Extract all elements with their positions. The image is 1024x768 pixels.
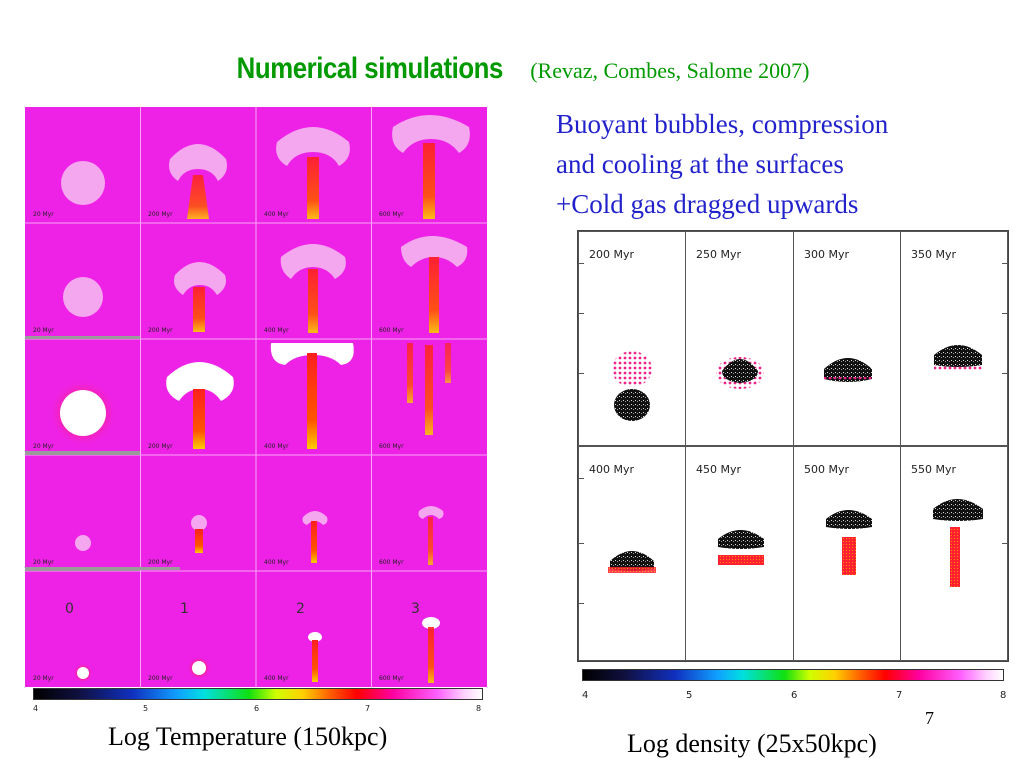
tile-row2-col2: 200 Myr [140,223,256,339]
tile-row5-col4: 3 600 Myr [371,571,487,687]
temperature-colorbar [33,688,483,700]
tile-index-label: 0 [65,601,74,617]
tile-index-label: 3 [411,601,420,617]
temperature-simulation-grid: 20 Myr 200 Myr 400 Myr 600 Myr 20 Myr 20… [25,107,487,687]
colorbar-tick: 4 [582,690,589,701]
description-line-1: Buoyant bubbles, compression [556,109,889,139]
title-main: Numerical simulations [236,52,503,85]
density-panel-6: 450 Myr [685,446,795,661]
colorbar-tick: 5 [143,704,149,713]
density-panel-label: 200 Myr [589,248,635,261]
density-colorbar [582,669,1004,681]
colorbar-tick: 8 [476,704,482,713]
description-text: Buoyant bubbles, compression and cooling… [556,104,888,224]
tile-row3-col1: 20 Myr [25,339,140,455]
tile-row2-col3: 400 Myr [256,223,371,339]
tile-time: 400 Myr [264,443,289,450]
colorbar-tick: 8 [1000,690,1007,701]
density-panel-label: 250 Myr [696,248,742,261]
tile-row5-col1: 0 20 Myr [25,571,140,687]
colorbar-tick: 7 [365,704,371,713]
tile-row2-col1: 20 Myr [25,223,140,339]
tile-index-label: 2 [296,601,305,617]
tile-time: 600 Myr [379,211,404,218]
colorbar-tick: 6 [254,704,260,713]
tile-row1-col3: 400 Myr [256,107,371,223]
tile-row1-col2: 200 Myr [140,107,256,223]
tile-row1-col4: 600 Myr [371,107,487,223]
tile-row1-col1: 20 Myr [25,107,140,223]
density-blobs-image [608,345,983,587]
tile-time: 200 Myr [148,559,173,566]
page-number: 7 [925,708,934,728]
tile-row5-col2: 1 200 Myr [140,571,256,687]
temperature-grid-image [25,107,487,687]
tile-index-label: 1 [180,601,189,617]
density-panel-label: 400 Myr [589,463,635,476]
tile-time: 200 Myr [148,211,173,218]
density-panel-label: 550 Myr [911,463,957,476]
tile-row2-col4: 600 Myr [371,223,487,339]
tile-time: 200 Myr [148,327,173,334]
colorbar-tick: 7 [896,690,903,701]
density-panel-label: 500 Myr [804,463,850,476]
tile-time: 200 Myr [148,675,173,682]
density-panel-2: 250 Myr [685,231,795,446]
slide-title: Numerical simulations (Revaz, Combes, Sa… [0,52,1024,86]
tile-time: 600 Myr [379,559,404,566]
density-simulation-grid: 200 Myr 250 Myr 300 Myr 350 Myr 400 Myr … [577,230,1009,662]
tile-time: 400 Myr [264,211,289,218]
left-caption: Log Temperature (150kpc) [108,722,388,751]
title-citation: (Revaz, Combes, Salome 2007) [530,58,810,83]
colorbar-tick: 6 [791,690,798,701]
tile-time: 200 Myr [148,443,173,450]
right-caption: Log density (25x50kpc) [627,729,877,758]
colorbar-tick: 5 [686,690,693,701]
tile-time: 20 Myr [33,675,54,682]
tile-row5-col3: 2 400 Myr [256,571,371,687]
tile-time: 20 Myr [33,327,54,334]
tile-time: 400 Myr [264,327,289,334]
tile-time: 600 Myr [379,327,404,334]
tile-time: 20 Myr [33,443,54,450]
density-panel-label: 300 Myr [804,248,850,261]
density-panel-3: 300 Myr [793,231,902,446]
tile-row4-col3: 400 Myr [256,455,371,571]
tile-time: 400 Myr [264,559,289,566]
colorbar-tick: 4 [33,704,39,713]
density-panel-4: 350 Myr [900,231,1008,446]
description-line-3: +Cold gas dragged upwards [556,189,859,219]
tile-time: 600 Myr [379,675,404,682]
tile-row4-col4: 600 Myr [371,455,487,571]
tile-time: 20 Myr [33,211,54,218]
density-panel-label: 450 Myr [696,463,742,476]
tile-row3-col3: 400 Myr [256,339,371,455]
tile-time: 20 Myr [33,559,54,566]
description-line-2: and cooling at the surfaces [556,149,844,179]
tile-row3-col4: 600 Myr [371,339,487,455]
tile-row4-col1: 20 Myr [25,455,140,571]
tile-time: 600 Myr [379,443,404,450]
tile-row3-col2: 200 Myr [140,339,256,455]
density-panel-label: 350 Myr [911,248,957,261]
tile-time: 400 Myr [264,675,289,682]
tile-row4-col2: 200 Myr [140,455,256,571]
